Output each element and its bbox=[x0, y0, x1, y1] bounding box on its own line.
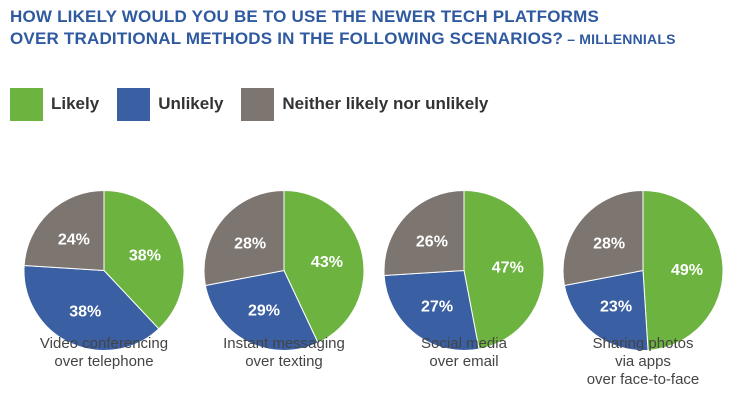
pie-3-caption-line-1: Social media bbox=[421, 335, 507, 352]
legend-item-likely: Likely bbox=[10, 87, 100, 121]
pie-1-label-neither: 24% bbox=[58, 231, 90, 248]
pie-4-label-neither: 28% bbox=[593, 235, 625, 252]
legend-item-neither: Neither likely nor unlikely bbox=[241, 87, 489, 121]
pie-2-label-neither: 28% bbox=[234, 235, 266, 252]
pie-3: 47% 27% 26% bbox=[383, 189, 545, 351]
chart-title: HOW LIKELY WOULD YOU BE TO USE THE NEWER… bbox=[10, 6, 745, 50]
pie-2: 43% 29% 28% bbox=[203, 189, 365, 351]
pie-4-label-likely: 49% bbox=[671, 262, 703, 279]
chart-title-line2-text: OVER TRADITIONAL METHODS IN THE FOLLOWIN… bbox=[10, 29, 564, 48]
pie-1: 38% 38% 24% bbox=[23, 189, 185, 351]
pie-4-label-unlikely: 23% bbox=[600, 298, 632, 315]
legend-swatch-likely bbox=[10, 87, 43, 121]
pie-1-caption: Video conferencing over telephone bbox=[19, 335, 189, 371]
pie-3-slice-unlikely bbox=[383, 269, 480, 351]
pie-2-caption-line-1: Instant messaging bbox=[223, 335, 345, 352]
pie-2-slice-unlikely bbox=[204, 269, 319, 351]
legend-swatch-unlikely bbox=[117, 87, 151, 121]
pie-3-label-likely: 47% bbox=[492, 259, 524, 276]
pie-1-caption-line-2: over telephone bbox=[54, 353, 154, 370]
pie-1-label-unlikely: 38% bbox=[69, 303, 101, 320]
pie-3-slice-neither bbox=[383, 189, 465, 277]
pie-4-slice-likely bbox=[642, 189, 724, 351]
pie-1-slice-neither bbox=[23, 189, 105, 272]
pie-2-caption-line-2: over texting bbox=[245, 353, 323, 370]
pie-3-caption: Social media over email bbox=[379, 335, 549, 371]
pie-charts: 38% 38% 24% 43% 29% 28% 47% 27% 26% 49% 23% 28% bbox=[23, 189, 724, 351]
legend-item-unlikely: Unlikely bbox=[117, 87, 224, 121]
chart-title-line1: HOW LIKELY WOULD YOU BE TO USE THE NEWER… bbox=[10, 7, 600, 26]
pie-1-slice-unlikely bbox=[23, 264, 160, 351]
pie-2-slice-likely bbox=[283, 189, 365, 344]
legend: Likely Unlikely Neither likely nor unlik… bbox=[10, 86, 506, 122]
pie-4: 49% 23% 28% bbox=[562, 189, 724, 351]
pie-2-caption: Instant messaging over texting bbox=[199, 335, 369, 371]
chart-title-suffix: – MILLENNIALS bbox=[563, 31, 676, 47]
pie-4-caption: Sharing photos via apps over face-to-face bbox=[558, 335, 728, 389]
pie-1-slice-likely bbox=[103, 189, 185, 330]
legend-label-unlikely: Unlikely bbox=[158, 94, 224, 113]
pie-1-label-likely: 38% bbox=[129, 247, 161, 264]
pie-4-slice-unlikely bbox=[563, 269, 649, 351]
legend-label-neither: Neither likely nor unlikely bbox=[282, 94, 489, 113]
chart-title-line2: OVER TRADITIONAL METHODS IN THE FOLLOWIN… bbox=[10, 28, 745, 50]
pie-4-caption-line-1: Sharing photos bbox=[592, 335, 694, 352]
pie-4-slice-neither bbox=[562, 189, 644, 287]
pie-2-label-unlikely: 29% bbox=[248, 303, 280, 320]
legend-swatch-neither bbox=[241, 87, 275, 121]
pie-2-slice-neither bbox=[203, 189, 285, 287]
pie-3-slice-likely bbox=[463, 189, 545, 350]
pie-4-caption-line-2: via apps bbox=[615, 353, 671, 370]
pie-1-caption-line-1: Video conferencing bbox=[39, 335, 169, 352]
pie-3-label-neither: 26% bbox=[416, 233, 448, 250]
legend-label-likely: Likely bbox=[51, 94, 100, 113]
pie-4-caption-line-3: over face-to-face bbox=[586, 371, 700, 388]
pie-2-label-likely: 43% bbox=[311, 254, 343, 271]
pie-3-caption-line-2: over email bbox=[429, 353, 499, 370]
pie-3-label-unlikely: 27% bbox=[421, 298, 453, 315]
